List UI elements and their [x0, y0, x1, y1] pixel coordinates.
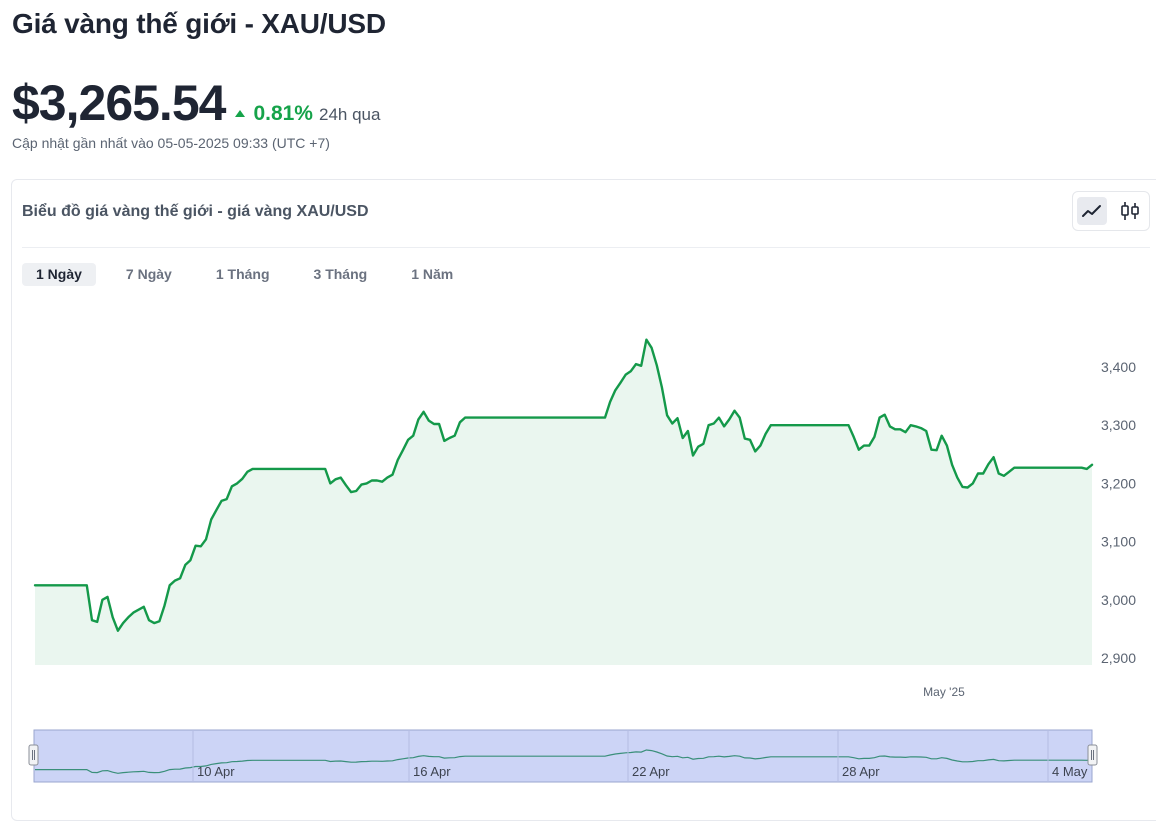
tab-3-months[interactable]: 3 Tháng — [313, 266, 368, 282]
candlestick-button[interactable] — [1115, 197, 1145, 225]
change-period: 24h qua — [318, 105, 381, 124]
tab-1-day[interactable]: 1 Ngày — [22, 263, 96, 286]
chart-type-toggle — [1072, 191, 1150, 231]
last-updated: Cập nhật gần nhất vào 05-05-2025 09:33 (… — [12, 135, 330, 151]
up-arrow-icon — [235, 110, 246, 117]
price-change: 0.81% 24h qua — [235, 102, 380, 126]
line-chart-icon — [1082, 205, 1101, 217]
current-price: $3,265.54 — [12, 75, 226, 131]
tab-7-days[interactable]: 7 Ngày — [125, 266, 172, 282]
price-row: $3,265.54 0.81% 24h qua — [12, 74, 380, 134]
chart-card: Biểu đồ giá vàng thế giới - giá vàng XAU… — [11, 179, 1156, 821]
range-tabs: 1 Ngày 7 Ngày 1 Tháng 3 Tháng 1 Năm — [22, 263, 483, 286]
tab-1-month[interactable]: 1 Tháng — [215, 266, 270, 282]
tab-1-year[interactable]: 1 Năm — [411, 266, 454, 282]
candlestick-icon — [1121, 202, 1139, 220]
card-divider — [22, 247, 1150, 248]
line-chart-button[interactable] — [1077, 197, 1107, 225]
page-title: Giá vàng thế giới - XAU/USD — [12, 8, 386, 39]
chart-card-title: Biểu đồ giá vàng thế giới - giá vàng XAU… — [22, 203, 369, 220]
change-percent: 0.81% — [253, 102, 313, 125]
